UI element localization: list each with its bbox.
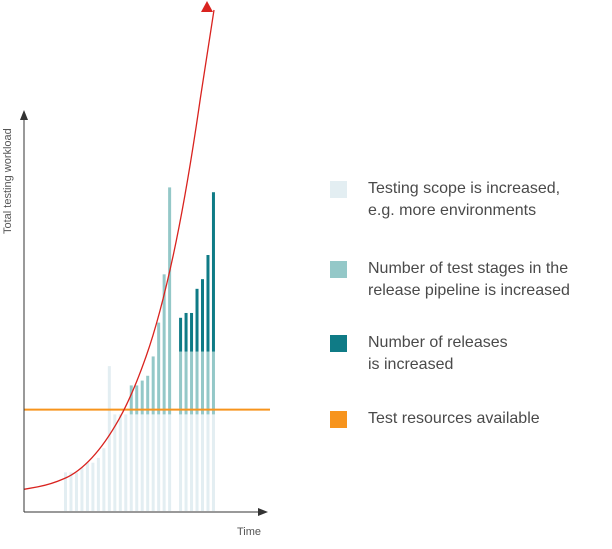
legend-item-resources: Test resources available (330, 408, 540, 430)
bar-scope-18 (162, 414, 166, 511)
bar-scope-6 (96, 457, 100, 511)
bar-scope-13 (135, 414, 139, 511)
y-axis-title: Total testing workload (2, 128, 14, 234)
legend-swatch-resources (330, 411, 347, 428)
bar-stages-27 (211, 351, 215, 415)
legend-swatch-releases (330, 335, 347, 352)
growth-curve-arrow (201, 1, 213, 12)
bar-stages-22 (184, 351, 188, 415)
bar-stages-17 (157, 322, 161, 415)
growth-curve (23, 9, 215, 490)
bar-scope-15 (146, 414, 150, 511)
bar-stages-24 (195, 351, 199, 415)
bar-stages-15 (146, 375, 150, 415)
bar-releases-24 (195, 288, 199, 352)
legend-label-scope: Testing scope is increased, e.g. more en… (368, 180, 561, 219)
bar-stages-12 (129, 385, 133, 415)
legend-swatch-stages (330, 261, 347, 278)
bar-scope-11 (124, 414, 128, 511)
bar-releases-26 (206, 255, 210, 352)
legend-label-releases: Number of releases is increased (368, 334, 508, 373)
bar-releases-27 (211, 192, 215, 352)
bar-scope-17 (157, 414, 161, 511)
bar-group (64, 187, 215, 511)
bar-stages-26 (206, 351, 210, 415)
bar-stages-16 (151, 356, 155, 415)
bar-stages-21 (179, 351, 183, 415)
legend-item-scope: Testing scope is increased, e.g. more en… (330, 178, 560, 222)
bar-scope-12 (129, 414, 133, 511)
bar-releases-21 (179, 317, 183, 352)
bar-stages-25 (201, 351, 204, 415)
bar-scope-7 (102, 448, 106, 511)
bar-scope-25 (201, 414, 204, 511)
x-axis-title: Time (237, 526, 261, 538)
bar-scope-21 (179, 414, 183, 511)
legend-label-stages: Number of test stages in the release pip… (368, 260, 570, 299)
legend-label-resources: Test resources available (368, 410, 540, 427)
bar-stages-13 (135, 385, 139, 415)
legend-item-stages: Number of test stages in the release pip… (330, 258, 570, 302)
bar-scope-5 (91, 462, 95, 511)
bar-scope-19 (168, 414, 172, 511)
bar-scope-1 (69, 472, 73, 511)
bar-scope-3 (80, 467, 84, 511)
legend-item-releases: Number of releases is increased (330, 332, 508, 376)
bar-stages-19 (168, 187, 172, 415)
bar-releases-23 (190, 312, 194, 352)
bar-scope-10 (118, 414, 122, 511)
bar-scope-24 (195, 414, 199, 511)
growth-curve-group (23, 1, 215, 490)
bar-releases-25 (201, 279, 204, 352)
x-axis-arrow (258, 508, 268, 516)
bar-scope-14 (140, 414, 144, 511)
bar-stages-18 (162, 274, 166, 415)
bar-stages-23 (190, 351, 194, 415)
legend-swatch-scope (330, 181, 347, 198)
bar-releases-22 (184, 312, 188, 352)
bar-scope-8 (107, 366, 111, 511)
bar-scope-9 (113, 414, 117, 511)
bar-scope-2 (74, 472, 78, 511)
y-axis-arrow (20, 110, 28, 120)
bar-scope-27 (211, 414, 215, 511)
bar-scope-16 (151, 414, 155, 511)
axes (20, 110, 268, 516)
bar-scope-26 (206, 414, 210, 511)
bar-scope-4 (85, 462, 89, 511)
bar-scope-0 (64, 472, 67, 511)
bar-scope-23 (190, 414, 194, 511)
bar-scope-22 (184, 414, 188, 511)
bar-stages-14 (140, 380, 144, 415)
